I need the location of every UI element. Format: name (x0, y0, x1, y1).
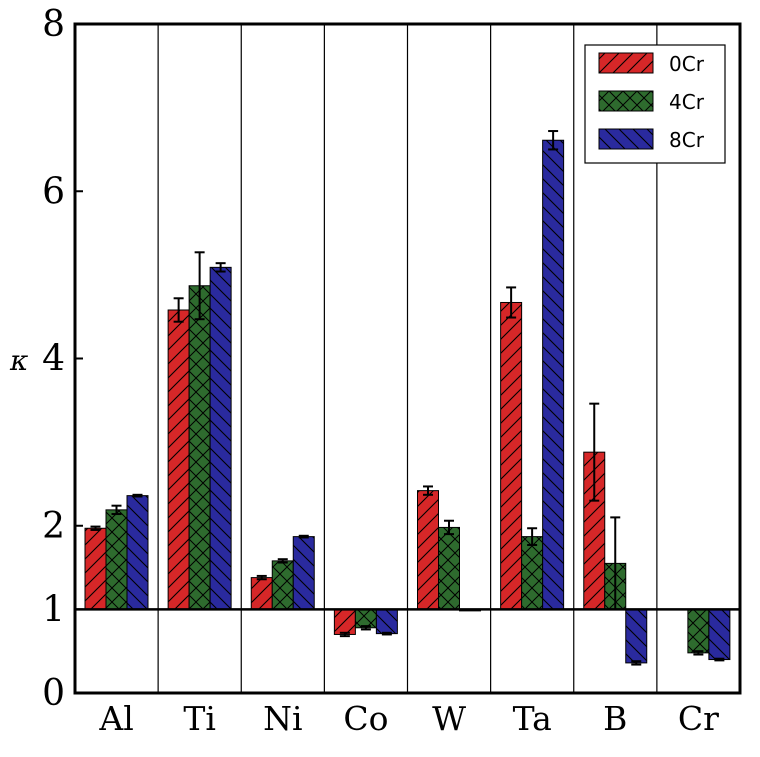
bar-hatch-b-0cr (583, 452, 605, 610)
bar-hatch-co-8cr (376, 609, 398, 634)
bar-hatch-cr-8cr (708, 609, 730, 660)
bar-hatch-ti-8cr (210, 267, 232, 610)
bar-hatch-ta-8cr (542, 140, 564, 610)
bar-hatch-al-8cr (127, 495, 148, 610)
bar-hatch-ti-0cr (168, 309, 190, 610)
legend-swatch-hatch-0cr (599, 53, 653, 73)
bar-hatch-ti-4cr (189, 285, 211, 610)
bar-hatch-al-4cr (106, 509, 127, 610)
bar-hatch-cr-4cr (687, 609, 709, 653)
y-tick-label-8: 8 (42, 4, 65, 45)
bar-hatch-ni-4cr (272, 560, 294, 610)
x-tick-label-ta: Ta (513, 699, 552, 738)
y-tick-label-0: 0 (42, 673, 65, 714)
bar-hatch-ta-4cr (521, 536, 543, 610)
y-tick-label-2: 2 (42, 506, 65, 547)
x-tick-label-w: W (432, 699, 466, 738)
bar-hatch-w-4cr (438, 527, 460, 610)
y-axis-label: κ (9, 344, 28, 377)
legend-label-8cr: 8Cr (669, 128, 705, 152)
y-tick-label-1: 1 (42, 589, 65, 630)
bar-hatch-b-8cr (625, 609, 647, 663)
bar-hatch-w-0cr (417, 490, 439, 610)
x-tick-label-cr: Cr (678, 699, 719, 738)
bar-hatch-al-0cr (85, 528, 106, 610)
legend-label-4cr: 4Cr (669, 90, 705, 114)
x-tick-label-ti: Ti (183, 699, 216, 738)
bar-hatch-ni-0cr (251, 577, 273, 610)
legend-label-0cr: 0Cr (669, 52, 705, 76)
bar-hatch-co-4cr (355, 609, 377, 628)
y-tick-label-4: 4 (42, 339, 65, 380)
x-tick-label-b: B (603, 699, 627, 738)
legend-swatch-hatch-8cr (599, 129, 653, 149)
y-tick-label-6: 6 (42, 171, 65, 212)
x-tick-label-co: Co (343, 699, 388, 738)
x-tick-label-ni: Ni (263, 699, 302, 738)
bar-hatch-ni-8cr (293, 536, 315, 610)
bar-hatch-co-0cr (334, 609, 356, 635)
bar-hatch-ta-0cr (500, 302, 522, 610)
legend-swatch-hatch-4cr (599, 91, 653, 111)
x-tick-label-al: Al (98, 699, 133, 738)
